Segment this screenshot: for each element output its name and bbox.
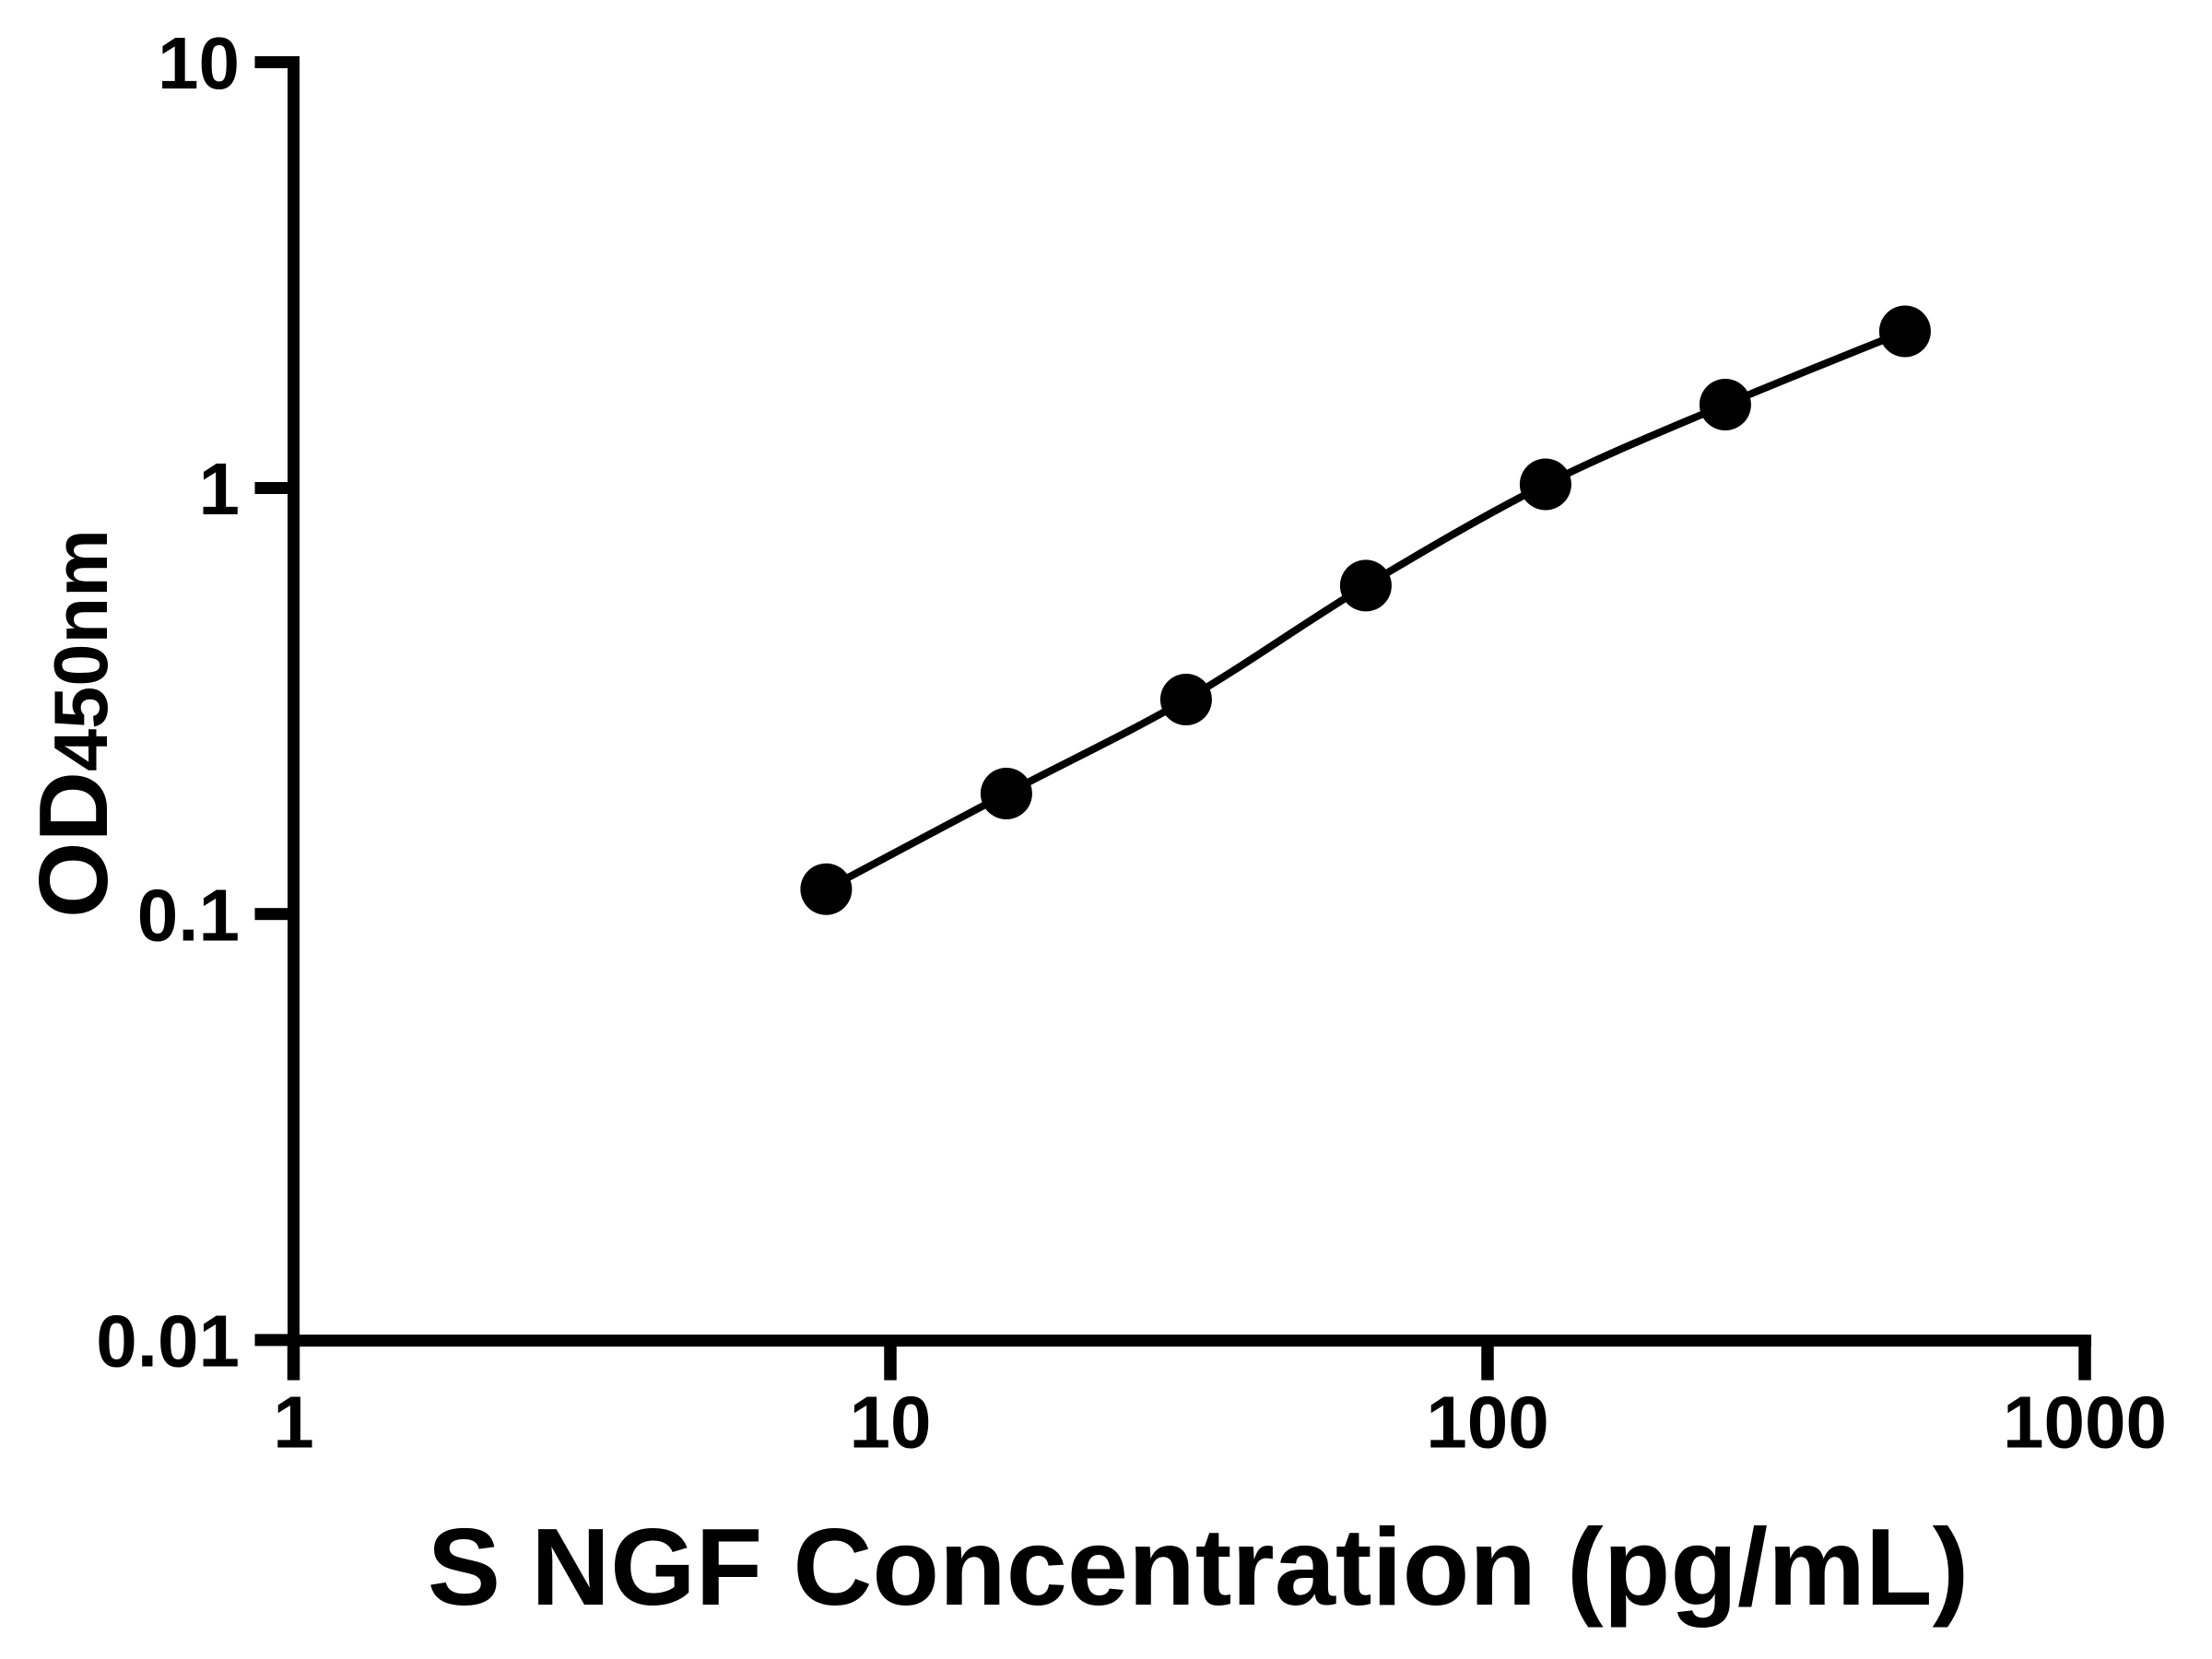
svg-text:S NGF Concentration (pg/mL): S NGF Concentration (pg/mL) (428, 1506, 1970, 1629)
svg-text:1000: 1000 (2003, 1382, 2167, 1464)
svg-text:10: 10 (850, 1382, 932, 1464)
svg-text:10: 10 (158, 22, 240, 104)
svg-text:0.01: 0.01 (96, 1300, 240, 1382)
svg-text:OD450nm: OD450nm (19, 529, 128, 918)
svg-text:100: 100 (1426, 1382, 1548, 1464)
svg-text:1: 1 (273, 1382, 314, 1464)
svg-text:0.1: 0.1 (137, 874, 240, 956)
svg-text:1: 1 (199, 448, 241, 530)
